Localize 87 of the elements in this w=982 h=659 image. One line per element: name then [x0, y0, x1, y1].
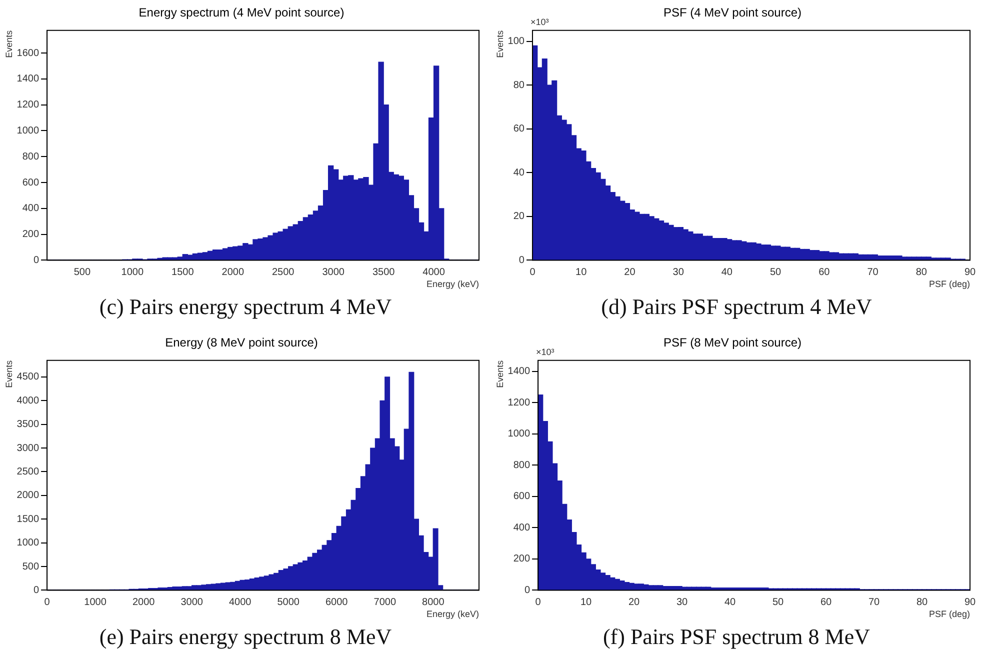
x-tick-label: 10 [576, 266, 588, 278]
text: (e) Pairs energy spectrum 8 MeV [98, 624, 393, 650]
chart-title: PSF (8 MeV point source) [663, 336, 802, 350]
y-tick-label: 1400 [16, 74, 40, 85]
y-tick-label: 0 [33, 254, 40, 266]
chart-title: PSF (4 MeV point source) [663, 6, 802, 20]
x-tick-label: 0 [535, 596, 542, 608]
y-tick-label: 0 [33, 584, 40, 596]
y-tick-label: 0 [524, 584, 530, 596]
y-tick-label: 60 [513, 124, 525, 135]
x-tick-label: 40 [724, 596, 736, 608]
y-axis-title: Events [4, 360, 14, 388]
x-tick-label: 0 [44, 596, 50, 608]
x-tick-label: 500 [74, 266, 91, 278]
x-tick-label: 40 [721, 266, 733, 278]
x-tick-label: 1000 [121, 266, 144, 278]
y-tick-label: 600 [22, 177, 40, 188]
x-axis-title: PSF (deg) [928, 609, 970, 620]
y-tick-label: 400 [22, 203, 40, 214]
y-tick-label: 40 [513, 167, 525, 178]
y-tick-label: 2500 [16, 466, 40, 478]
x-axis-title: Energy (keV) [426, 279, 479, 290]
y-tick-label: 3500 [16, 419, 40, 430]
y-tick-label: 200 [22, 229, 40, 240]
y-tick-label: 800 [513, 460, 530, 471]
chart-title: Energy spectrum (4 MeV point source) [138, 6, 344, 20]
x-axis-title: Energy (keV) [426, 609, 479, 620]
x-tick-label: 90 [964, 266, 976, 278]
y-tick-label: 500 [22, 561, 40, 572]
x-tick-label: 10 [580, 596, 592, 608]
x-tick-label: 20 [624, 266, 636, 278]
x-tick-label: 80 [916, 266, 928, 278]
y-tick-label: 2000 [16, 490, 40, 502]
y-tick-label: 4500 [16, 372, 40, 383]
y-axis-title: Events [494, 30, 505, 58]
x-tick-label: 6000 [326, 596, 348, 608]
x-tick-label: 2500 [272, 266, 295, 278]
y-tick-label: 100 [508, 36, 525, 48]
text: (d) Pairs PSF spectrum 4 MeV [600, 294, 873, 320]
x-tick-label: 70 [868, 596, 880, 608]
x-tick-label: 2000 [132, 596, 156, 608]
y-tick-label: 1000 [16, 538, 40, 549]
y-tick-label: 80 [513, 80, 525, 91]
y-tick-label: 0 [518, 254, 525, 266]
x-tick-label: 50 [772, 596, 784, 608]
x-tick-label: 30 [676, 596, 688, 608]
text: ×10³ [536, 347, 554, 358]
x-tick-label: 30 [672, 266, 684, 278]
x-tick-label: 20 [628, 596, 640, 608]
y-tick-label: 1000 [508, 428, 530, 440]
y-tick-label: 20 [513, 211, 525, 222]
y-tick-label: 200 [513, 554, 530, 565]
x-tick-label: 4000 [422, 266, 446, 278]
x-tick-label: 1500 [172, 266, 194, 278]
x-tick-label: 5000 [277, 596, 300, 608]
text: ×10³ [530, 17, 549, 28]
x-tick-label: 70 [867, 266, 879, 278]
y-tick-label: 1500 [16, 514, 40, 525]
y-tick-label: 1200 [16, 100, 40, 111]
x-tick-label: 60 [820, 596, 832, 608]
y-tick-label: 800 [22, 151, 40, 162]
x-tick-label: 3500 [372, 266, 396, 278]
y-tick-label: 1600 [16, 48, 40, 59]
chart-title: Energy (8 MeV point source) [165, 336, 318, 350]
x-tick-label: 2000 [222, 266, 244, 278]
x-axis-title: PSF (deg) [928, 279, 970, 290]
y-tick-label: 4000 [16, 395, 40, 406]
y-tick-label: 1400 [508, 366, 530, 378]
y-tick-label: 400 [513, 522, 530, 534]
x-tick-label: 1000 [84, 596, 107, 608]
x-tick-label: 3000 [180, 596, 204, 608]
x-tick-label: 7000 [374, 596, 396, 608]
y-tick-label: 1200 [508, 397, 530, 408]
x-tick-label: 3000 [322, 266, 345, 278]
x-tick-label: 50 [770, 266, 782, 278]
y-axis-title: Events [4, 30, 14, 58]
x-tick-label: 4000 [228, 596, 252, 608]
y-tick-label: 600 [513, 491, 530, 502]
y-tick-label: 3000 [16, 442, 40, 454]
x-tick-label: 80 [916, 596, 928, 608]
text: (c) Pairs energy spectrum 4 MeV [98, 294, 393, 320]
text: (f) Pairs PSF spectrum 8 MeV [602, 624, 872, 650]
y-axis-title: Events [494, 360, 505, 388]
x-tick-label: 60 [818, 266, 830, 278]
x-tick-label: 8000 [422, 596, 445, 608]
x-tick-label: 90 [964, 596, 976, 608]
y-tick-label: 1000 [16, 125, 40, 136]
